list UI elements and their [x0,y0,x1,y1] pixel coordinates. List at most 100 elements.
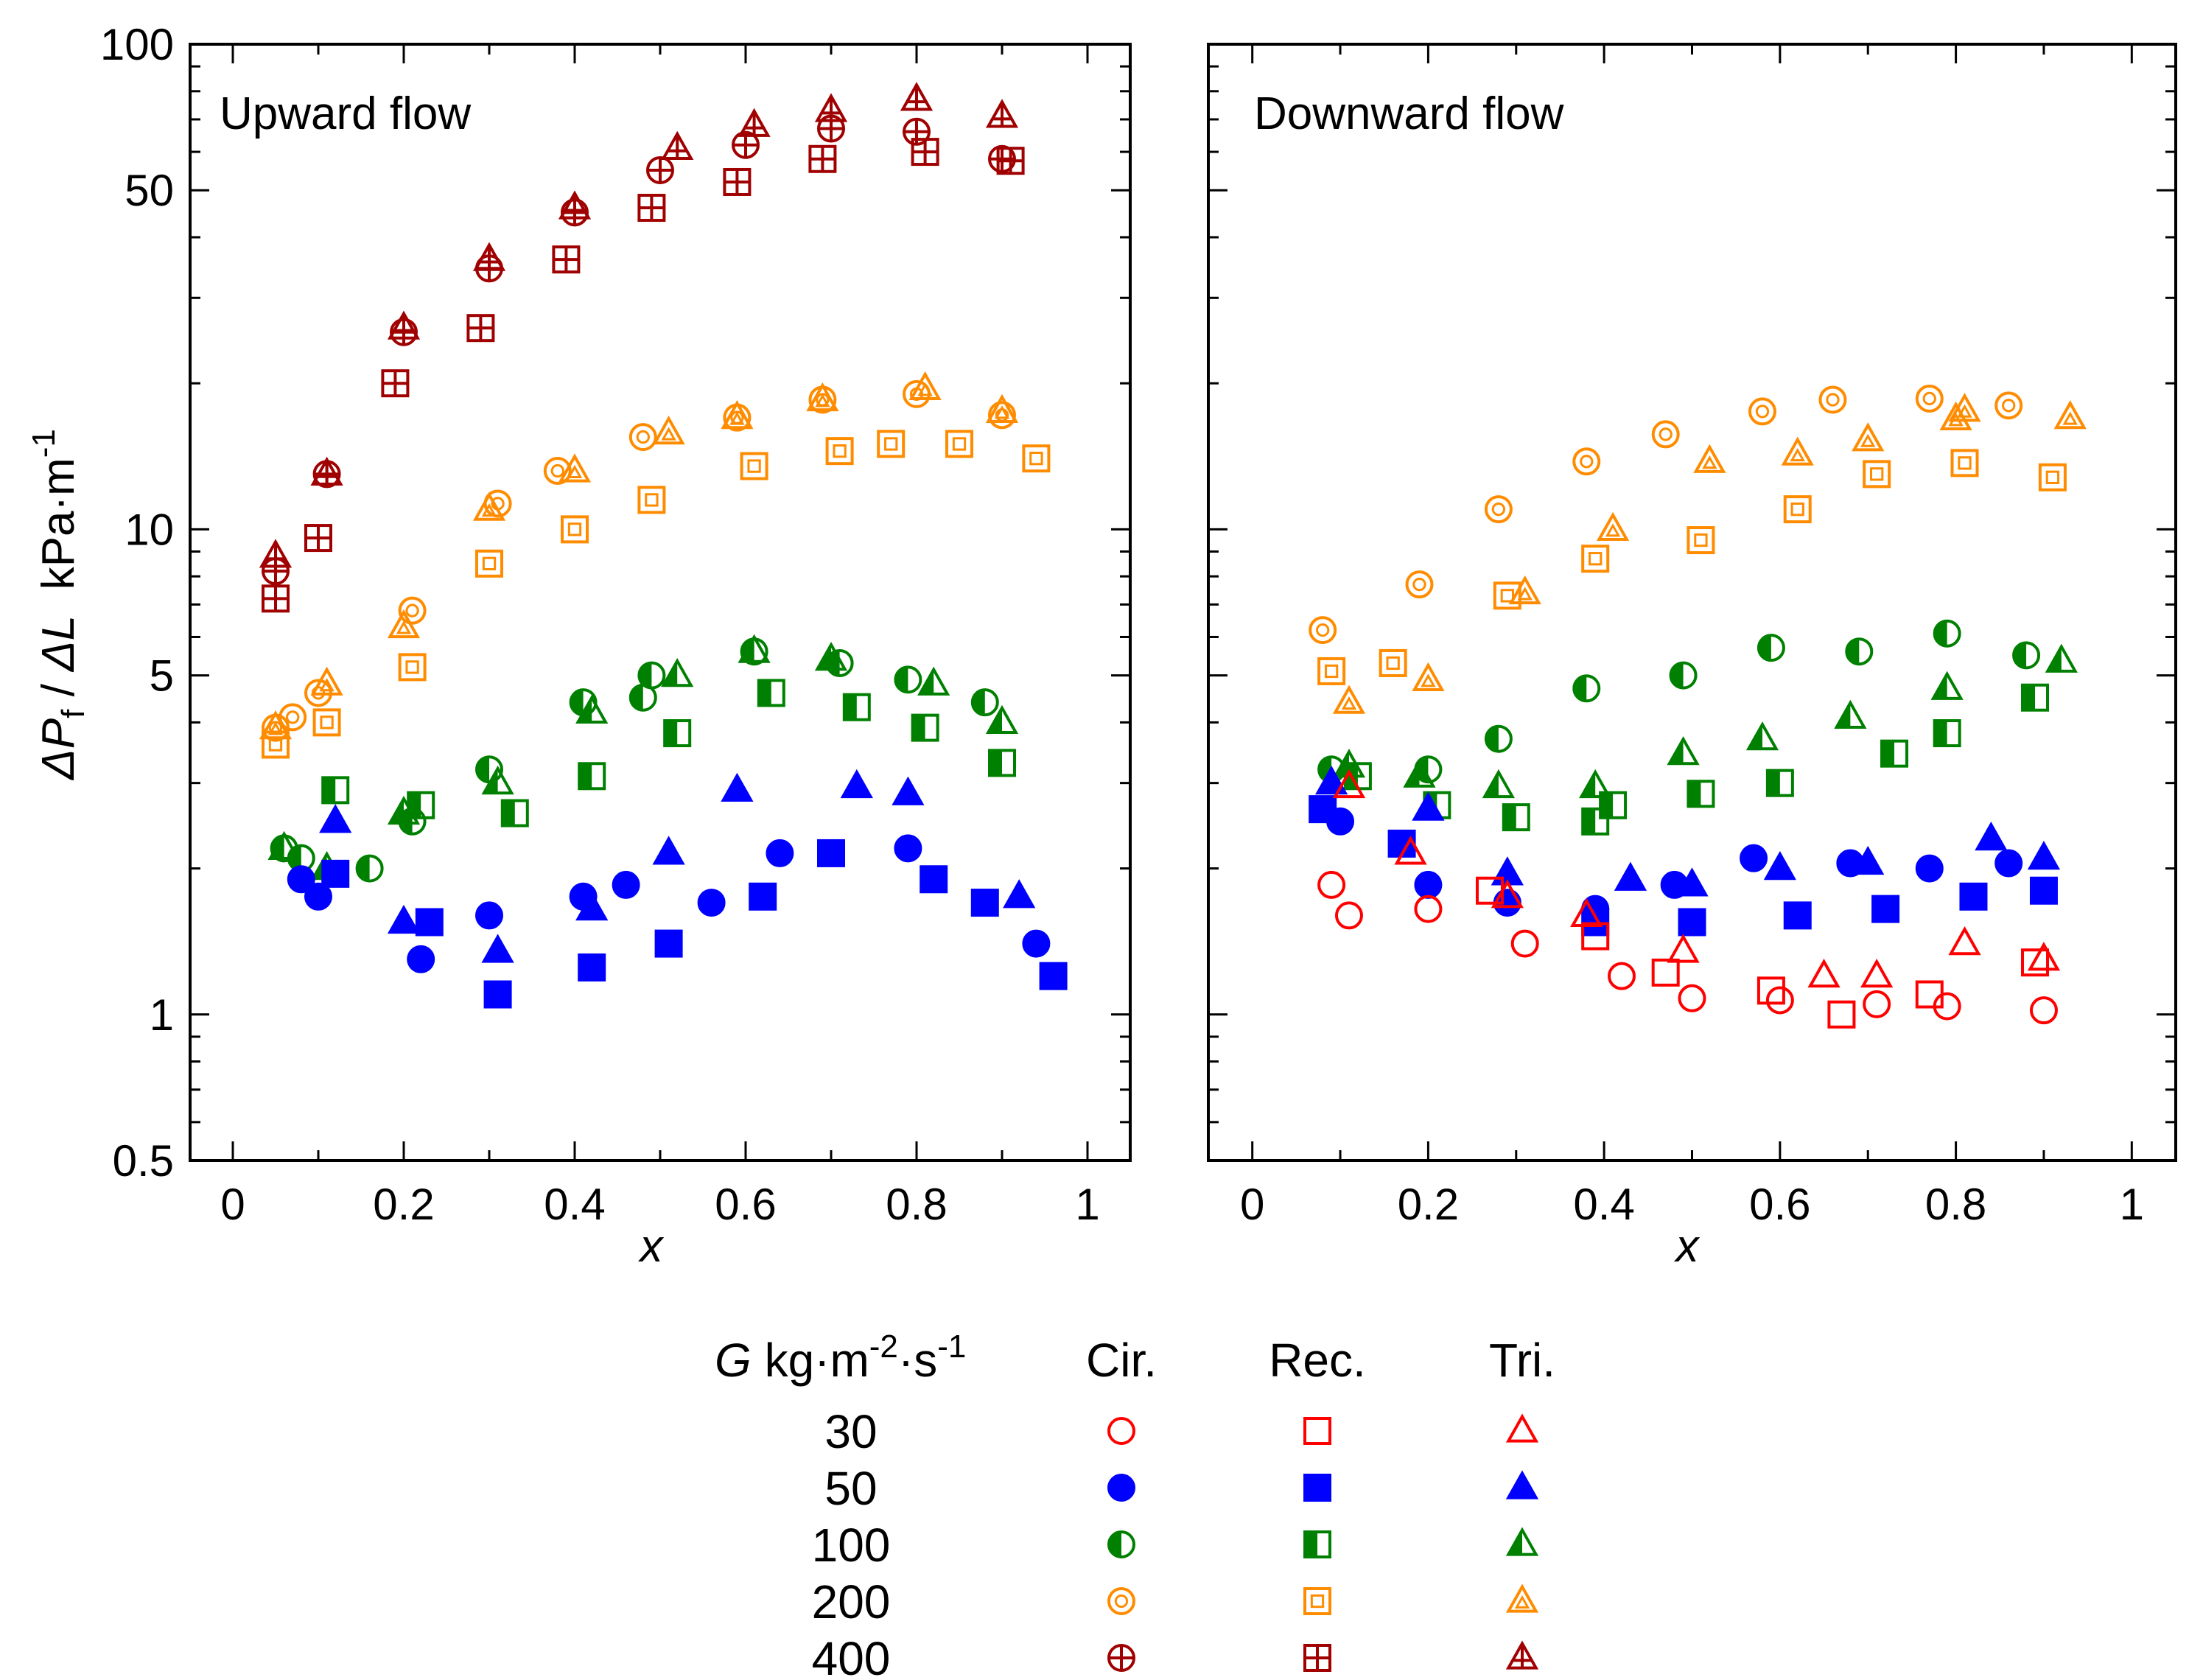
marker-g200-triangle [806,382,839,412]
x-tick-label: 0.8 [886,1180,947,1229]
marker-g50-triangle [1975,822,2008,851]
x-tick-label: 0.6 [1749,1180,1810,1229]
marker-g50-square [749,882,777,911]
x-tick-label: 1 [2120,1180,2144,1229]
y-tick-label: 5 [150,651,174,701]
marker-g100-triangle [2045,643,2078,673]
marker-g400-square [262,584,290,613]
marker-g100-triangle [661,657,694,687]
legend-g-exp1: -2 [869,1329,898,1365]
marker-g30-circle [1334,901,1363,930]
marker-g100-triangle [1403,758,1436,788]
marker-g50-circle [1994,849,2023,878]
legend-g-symbol: G [715,1334,752,1387]
marker-g100-triangle [814,641,848,671]
marker-g100-circle [894,665,922,694]
legend-marker-g50-triangle [1505,1470,1539,1499]
marker-g200-square [825,437,854,466]
panel-downward-flow: Downward flow 0 0.2 0.4 0.6 0.8 1 x [1207,43,2177,1272]
marker-g50-circle [407,945,435,973]
marker-g50-triangle [319,804,352,833]
x-tick-labels: 0 0.2 0.4 0.6 0.8 1 [220,1180,1099,1229]
ylabel-slash: / [33,671,84,710]
marker-g50-square [2029,876,2058,905]
marker-g200-circle [1915,384,1944,413]
panel-title: Upward flow [220,88,471,139]
legend-header-cir: Cir. [1086,1334,1157,1387]
legend-row-label: 200 [812,1575,891,1628]
marker-g100-square [1880,739,1909,768]
marker-g50-triangle [1314,766,1348,795]
legend-marker-g100-circle [1107,1530,1135,1558]
marker-g50-triangle [387,904,421,934]
marker-g200-circle [398,596,427,625]
legend-row-label: 100 [812,1519,891,1572]
marker-g50-square [1871,895,1900,923]
marker-g50-square [1309,795,1337,824]
marker-g50-triangle [1852,845,1885,875]
x-tick-label: 0.2 [1398,1180,1459,1229]
marker-g200-square [877,430,906,458]
marker-g200-circle [1994,391,2023,420]
marker-g200-triangle [259,710,293,740]
marker-g100-square [1502,803,1530,832]
marker-g200-triangle [1852,422,1885,452]
marker-g30-circle [1510,929,1539,958]
marker-g400-triangle [661,130,694,160]
y-tick-labels: 0.5 1 5 10 50 100 [100,20,174,1186]
marker-g30-circle [1765,986,1794,1015]
marker-g200-triangle [1781,436,1814,466]
marker-g30-triangle [1860,959,1894,988]
ylabel-delta: Δ [33,749,84,781]
marker-g30-circle [1414,895,1443,923]
marker-g400-triangle [310,456,343,486]
marker-g400-square [996,147,1025,175]
marker-g50-circle [612,870,640,899]
x-tick-label: 0 [1240,1180,1264,1229]
marker-g200-square [1379,648,1407,677]
legend-marker-g400-triangle [1505,1640,1539,1670]
marker-g100-circle [637,661,666,690]
x-tick-label: 0.2 [373,1180,434,1229]
marker-g100-square [842,693,871,721]
marker-g200-square [740,452,768,480]
marker-g50-circle [304,882,332,911]
y-tick-label: 1 [150,990,174,1040]
marker-g200-triangle [721,400,754,430]
marker-g100-square [988,749,1016,777]
marker-g50-square [1959,882,1988,911]
marker-g100-triangle [1482,769,1516,799]
marker-g200-square [637,486,666,514]
ylabel-l: L [33,615,84,640]
marker-g200-square [312,708,341,737]
data-markers [1309,384,2087,1029]
legend-row-label: 30 [824,1405,877,1458]
marker-g200-triangle [1412,662,1445,691]
marker-g200-circle [1572,447,1601,476]
marker-g30-square [1651,958,1680,987]
marker-g200-square [475,549,503,578]
marker-g400-square [466,314,495,343]
marker-g50-square [321,859,350,888]
panel-title: Downward flow [1254,88,1564,139]
marker-g50-triangle [840,769,873,799]
legend-row-label: 400 [812,1632,891,1680]
marker-g200-triangle [1693,444,1726,473]
marker-g400-triangle [985,99,1019,128]
marker-g200-square [1863,460,1891,489]
marker-g200-square [398,653,427,682]
marker-g50-triangle [892,776,925,805]
marker-g200-triangle [1948,393,1981,422]
marker-g400-square [552,245,581,274]
marker-g100-square [911,713,939,742]
marker-g50-square [1783,901,1812,930]
marker-g200-square [1493,581,1521,610]
marker-g400-triangle [738,108,771,137]
ylabel-p: P [33,718,84,749]
marker-g30-square [1827,1000,1856,1029]
y-tick-label: 100 [100,20,174,69]
marker-g200-triangle [652,415,685,445]
marker-g50-square [578,953,606,981]
marker-g200-circle [1748,397,1776,426]
